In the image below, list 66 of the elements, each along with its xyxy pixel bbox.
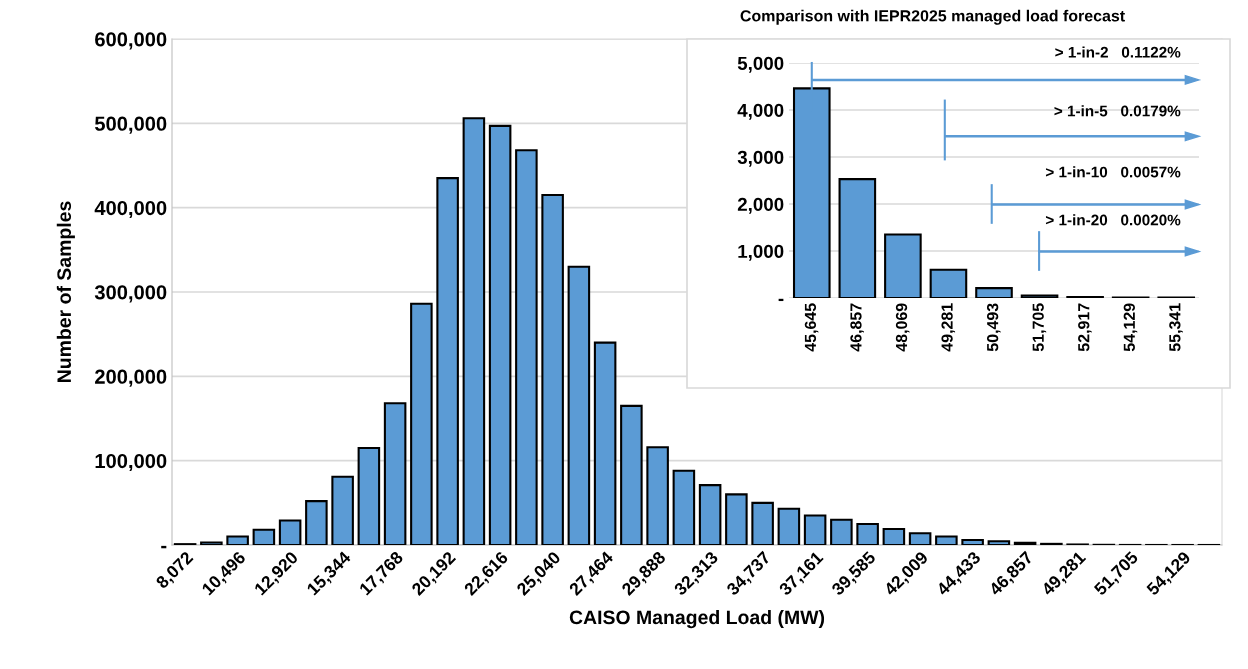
bar — [884, 233, 922, 298]
bar — [462, 117, 486, 545]
bar — [252, 528, 276, 545]
bar — [278, 519, 302, 545]
y-tick-label: 400,000 — [94, 200, 167, 219]
bar — [961, 538, 984, 545]
bar — [975, 287, 1013, 298]
bar — [929, 268, 968, 298]
y-tick-label: 600,000 — [95, 32, 167, 50]
bar — [488, 124, 512, 545]
annotation: > 1-in-5 0.0179% — [1054, 105, 1181, 117]
bar — [882, 527, 906, 545]
bar — [908, 532, 932, 545]
x-tick-label: 49,281 — [941, 303, 956, 352]
bar — [830, 518, 853, 545]
bar — [803, 514, 827, 545]
annotation: > 1-in-2 0.1122% — [1055, 46, 1181, 58]
bar — [987, 540, 1011, 545]
bar — [410, 302, 433, 545]
bar — [1020, 294, 1059, 298]
annotation: > 1-in-10 0.0057% — [1045, 166, 1181, 178]
bar — [226, 535, 249, 545]
y-tick-label: 2,000 — [737, 197, 784, 214]
x-tick-label: 46,857 — [850, 303, 864, 352]
y-tick-label: 4,000 — [737, 103, 784, 120]
x-tick-label: 55,341 — [1169, 303, 1183, 352]
x-tick-label: 50,493 — [986, 303, 1001, 352]
y-axis-title: Number of Samples — [56, 201, 75, 382]
bar — [567, 265, 591, 545]
x-tick-label: 52,917 — [1078, 303, 1092, 352]
bar — [646, 446, 669, 545]
y-tick-label: - — [778, 298, 784, 302]
y-tick-label: 1,000 — [738, 244, 784, 261]
bar — [200, 541, 223, 545]
bar — [856, 522, 879, 545]
bar — [593, 341, 617, 545]
bar — [751, 501, 774, 545]
bar — [305, 500, 328, 545]
bar — [620, 404, 643, 545]
bar — [725, 493, 748, 545]
bar — [935, 535, 958, 545]
y-tick-label: 200,000 — [95, 369, 167, 387]
y-tick-label: 300,000 — [94, 285, 167, 303]
bar — [541, 193, 564, 545]
annotation: > 1-in-20 0.0020% — [1045, 214, 1181, 226]
y-tick-label: 3,000 — [737, 150, 784, 167]
bar — [672, 469, 696, 545]
chart-title: Comparison with IEPR2025 managed load forecast — [740, 9, 1125, 25]
y-tick-label: - — [161, 545, 167, 549]
x-tick-label: 45,645 — [804, 303, 819, 352]
bar — [698, 484, 722, 545]
y-tick-label: 100,000 — [95, 453, 167, 472]
x-tick-label: 48,069 — [895, 303, 910, 352]
bar — [515, 149, 538, 545]
x-tick-label: 51,705 — [1032, 303, 1047, 352]
bar — [436, 177, 459, 545]
bar — [777, 507, 801, 545]
x-tick-label: 54,129 — [1123, 303, 1138, 352]
x-axis-title: CAISO Managed Load (MW) — [569, 609, 825, 629]
y-tick-label: 500,000 — [94, 116, 167, 134]
bar — [1013, 541, 1037, 545]
bar — [838, 178, 877, 298]
bar — [357, 446, 381, 545]
y-tick-label: 5,000 — [737, 56, 784, 73]
bar — [331, 475, 354, 545]
bar — [383, 402, 407, 545]
